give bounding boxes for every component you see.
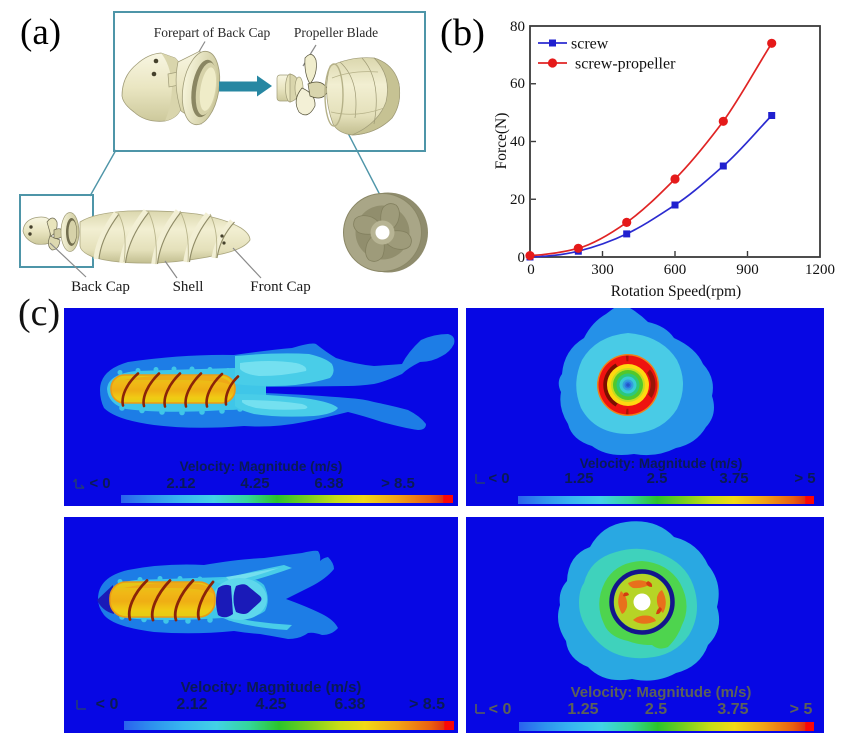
svg-text:Velocity: Magnitude (m/s): Velocity: Magnitude (m/s) bbox=[571, 684, 752, 701]
svg-text:< 0: < 0 bbox=[488, 470, 509, 487]
svg-text:1.25: 1.25 bbox=[564, 470, 593, 487]
svg-text:2.12: 2.12 bbox=[176, 696, 207, 713]
svg-text:Velocity: Magnitude (m/s): Velocity: Magnitude (m/s) bbox=[580, 456, 743, 471]
svg-text:Back Cap: Back Cap bbox=[71, 279, 130, 295]
svg-text:Rotation Speed(rpm): Rotation Speed(rpm) bbox=[611, 283, 741, 300]
svg-text:80: 80 bbox=[510, 19, 525, 35]
svg-text:2.12: 2.12 bbox=[166, 475, 195, 492]
svg-text:screw: screw bbox=[571, 36, 609, 53]
svg-text:2.5: 2.5 bbox=[645, 701, 667, 718]
svg-text:Propeller Blade: Propeller Blade bbox=[294, 25, 378, 40]
svg-text:0: 0 bbox=[518, 250, 526, 266]
svg-text:< 0: < 0 bbox=[489, 701, 512, 718]
svg-text:screw-propeller: screw-propeller bbox=[575, 56, 676, 73]
svg-text:> 8.5: > 8.5 bbox=[381, 475, 415, 492]
svg-text:Velocity: Magnitude (m/s): Velocity: Magnitude (m/s) bbox=[180, 459, 343, 474]
svg-text:Front Cap: Front Cap bbox=[250, 279, 310, 295]
svg-text:20: 20 bbox=[510, 192, 525, 208]
svg-text:0: 0 bbox=[527, 262, 535, 278]
svg-text:(b): (b) bbox=[440, 12, 485, 54]
svg-text:600: 600 bbox=[664, 262, 687, 278]
svg-text:40: 40 bbox=[510, 134, 525, 150]
svg-text:3.75: 3.75 bbox=[719, 470, 748, 487]
svg-text:3.75: 3.75 bbox=[717, 701, 748, 718]
svg-text:900: 900 bbox=[736, 262, 759, 278]
svg-text:6.38: 6.38 bbox=[314, 475, 343, 492]
svg-text:1.25: 1.25 bbox=[567, 701, 598, 718]
svg-text:4.25: 4.25 bbox=[255, 696, 286, 713]
svg-text:> 8.5: > 8.5 bbox=[409, 696, 445, 713]
svg-text:300: 300 bbox=[591, 262, 614, 278]
svg-text:Force(N): Force(N) bbox=[493, 113, 510, 170]
svg-text:> 5: > 5 bbox=[794, 470, 815, 487]
svg-text:(a): (a) bbox=[20, 12, 61, 53]
svg-text:Forepart of Back Cap: Forepart of Back Cap bbox=[154, 25, 271, 40]
svg-text:Velocity: Magnitude (m/s): Velocity: Magnitude (m/s) bbox=[181, 679, 362, 696]
svg-text:2.5: 2.5 bbox=[647, 470, 668, 487]
svg-text:60: 60 bbox=[510, 76, 525, 92]
svg-text:< 0: < 0 bbox=[89, 475, 110, 492]
svg-text:4.25: 4.25 bbox=[240, 475, 269, 492]
svg-text:6.38: 6.38 bbox=[334, 696, 365, 713]
svg-text:Shell: Shell bbox=[173, 279, 204, 295]
svg-text:1200: 1200 bbox=[805, 262, 835, 278]
svg-text:< 0: < 0 bbox=[96, 696, 119, 713]
svg-text:> 5: > 5 bbox=[790, 701, 813, 718]
